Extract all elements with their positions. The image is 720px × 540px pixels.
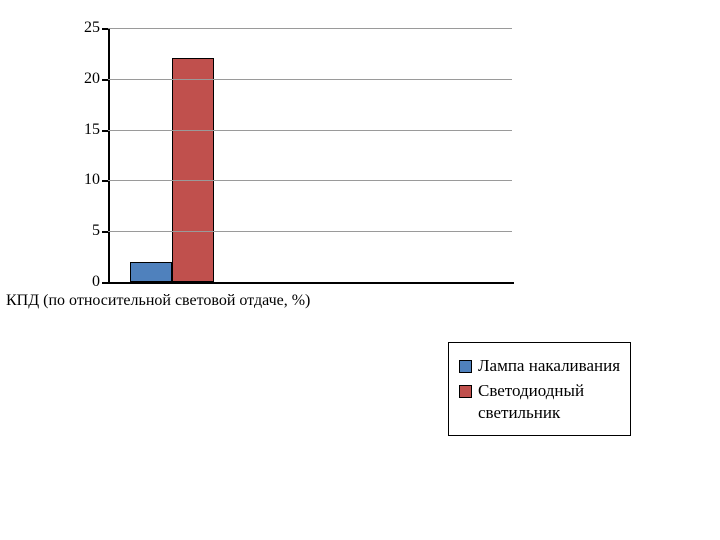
chart-plot-area [108, 28, 514, 284]
gridline [108, 231, 512, 232]
gridline [108, 28, 512, 29]
y-tickmark [102, 282, 108, 284]
y-tick-label: 15 [60, 122, 100, 138]
legend-label: Лампа накаливания [478, 355, 620, 376]
bar-s2 [172, 58, 214, 282]
y-tick-label: 20 [60, 71, 100, 87]
legend-item-l1: Лампа накаливания [459, 355, 620, 376]
y-tick-label: 0 [60, 274, 100, 290]
chart-caption: КПД (по относительной световой отдаче, %… [6, 292, 310, 310]
gridline [108, 79, 512, 80]
y-tickmark [102, 231, 108, 233]
y-tickmark [102, 28, 108, 30]
chart-legend: Лампа накаливания Светодиодный светильник [448, 342, 631, 436]
bar-s1 [130, 262, 172, 282]
y-tickmark [102, 180, 108, 182]
y-tickmark [102, 79, 108, 81]
legend-item-l2: Светодиодный светильник [459, 380, 620, 423]
y-tick-label: 25 [60, 20, 100, 36]
y-tickmark [102, 130, 108, 132]
legend-swatch [459, 360, 472, 373]
legend-label: Светодиодный светильник [478, 380, 584, 423]
y-tick-label: 10 [60, 172, 100, 188]
gridline [108, 130, 512, 131]
legend-swatch [459, 385, 472, 398]
y-tick-label: 5 [60, 223, 100, 239]
gridline [108, 180, 512, 181]
